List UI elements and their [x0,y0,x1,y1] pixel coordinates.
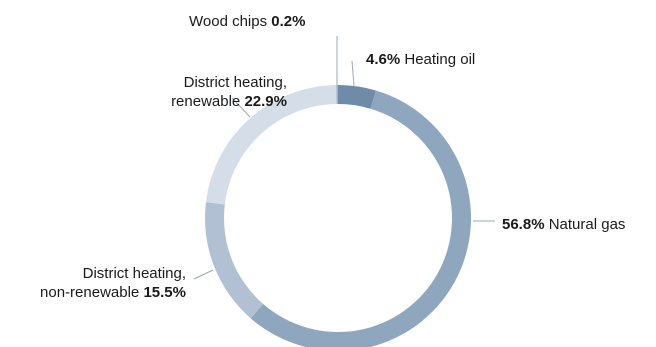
label-natural-gas-value: 56.8% [502,216,545,233]
label-district-heating-nonrenewable-line1: District heating, [82,265,186,282]
label-district-heating-renewable-value: 22.9% [244,93,287,110]
slice-natural-gas [250,90,471,347]
label-district-heating-renewable-line1: District heating, [183,74,287,91]
label-natural-gas-name: Natural gas [548,216,626,233]
label-district-heating-renewable: District heating, renewable 22.9% [171,73,287,111]
label-district-heating-nonrenewable: District heating, non-renewable 15.5% [40,264,186,302]
label-wood-chips: Wood chips 0.2% [189,12,305,31]
label-district-heating-nonrenewable-line2: non-renewable [40,284,140,301]
label-heating-oil: 4.6% Heating oil [366,50,475,69]
slice-district-heating-renewable [205,85,337,205]
leader-lines [193,36,495,280]
label-wood-chips-name: Wood chips [189,13,268,30]
label-wood-chips-value: 0.2% [271,13,306,30]
label-district-heating-renewable-line2: renewable [171,93,241,110]
label-district-heating-nonrenewable-value: 15.5% [143,284,186,301]
leader-district-heating-nonrenewable [193,269,214,280]
label-heating-oil-value: 4.6% [366,51,401,68]
label-natural-gas: 56.8% Natural gas [502,215,625,234]
leader-district-heating-renewable [231,97,251,118]
slice-district-heating-nonrenewable [205,202,264,319]
label-heating-oil-name: Heating oil [404,51,476,68]
slice-wood-chips [336,85,338,105]
donut-slices [205,85,471,347]
slice-heating-oil [338,85,376,109]
leader-heating-oil [351,60,355,87]
